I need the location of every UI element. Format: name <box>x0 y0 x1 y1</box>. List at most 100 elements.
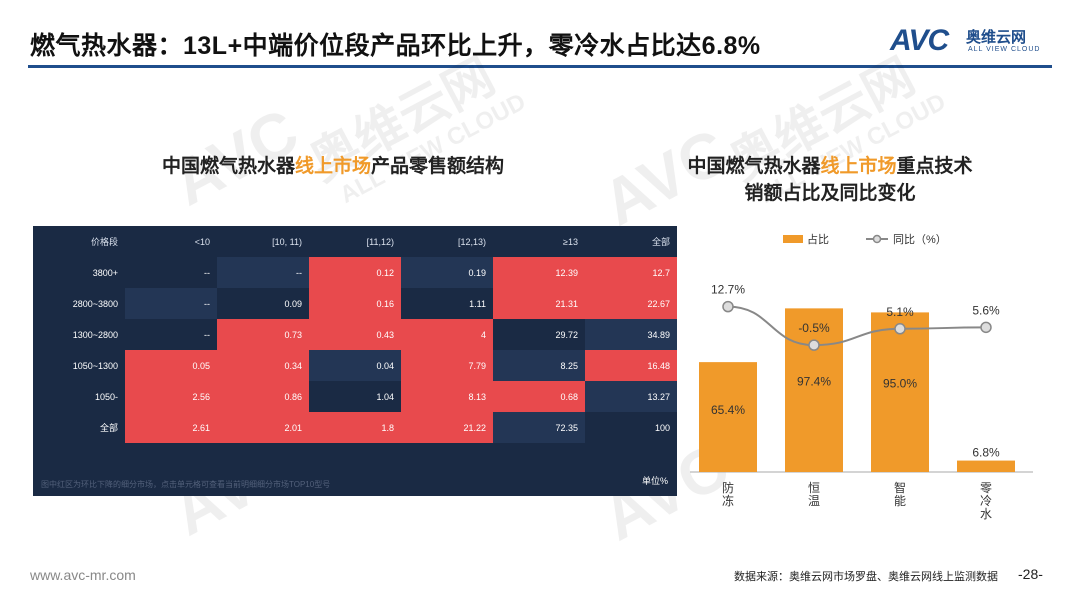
heatmap-unit-label: 单位% <box>641 476 668 486</box>
bar-data-label: 6.8% <box>972 446 1000 460</box>
yoy-data-label: -0.5% <box>798 321 830 335</box>
bar-智能 <box>871 312 929 472</box>
heatmap-row-label: 1050- <box>33 381 125 412</box>
bar-data-label: 97.4% <box>797 374 831 388</box>
bar-data-label: 65.4% <box>711 403 745 417</box>
heatmap-row-label: 1050~1300 <box>33 350 125 381</box>
heatmap-cell[interactable]: 0.05 <box>125 350 217 381</box>
heatmap-corner-label: 价格段 <box>90 237 118 247</box>
title-divider <box>28 65 1052 68</box>
heatmap-cell[interactable]: 12.39 <box>493 257 585 288</box>
heatmap-cell[interactable]: 0.73 <box>217 319 309 350</box>
heatmap-col-header: 全部 <box>651 237 670 247</box>
heatmap-cell[interactable]: 0.34 <box>217 350 309 381</box>
heatmap-row: 1300~2800 -- 0.73 0.43 4 29.72 34.89 <box>33 319 677 350</box>
heatmap-cell[interactable]: 1.11 <box>401 288 493 319</box>
x-tick-label: 防冻 <box>722 480 734 508</box>
right-title-line2: 销额占比及同比变化 <box>744 183 916 204</box>
legend-label-yoy: 同比（%） <box>893 233 947 246</box>
heatmap-cell[interactable]: 100 <box>585 412 677 443</box>
heatmap-col-header: <10 <box>194 236 210 247</box>
heatmap-row-label: 2800~3800 <box>33 288 125 319</box>
right-title-post: 重点技术 <box>896 156 973 177</box>
heatmap-row: 全部 2.61 2.01 1.8 21.22 72.35 100 <box>33 412 677 443</box>
logo-mark: AVC <box>890 24 949 57</box>
heatmap-row: 1050~1300 0.05 0.34 0.04 7.79 8.25 16.48 <box>33 350 677 381</box>
heatmap-table: 价格段 <10 [10, 11) [11,12) [12,13) ≥13 全部 … <box>33 226 677 496</box>
heatmap-row: 2800~3800 -- 0.09 0.16 1.11 21.31 22.67 <box>33 288 677 319</box>
left-title-pre: 中国燃气热水器 <box>161 156 295 177</box>
legend-swatch-share <box>783 235 803 243</box>
heatmap-col-header: [10, 11) <box>272 236 302 247</box>
heatmap-cell[interactable]: -- <box>217 257 309 288</box>
heatmap-cell[interactable]: 8.25 <box>493 350 585 381</box>
heatmap-cell[interactable]: 2.01 <box>217 412 309 443</box>
heatmap-cell[interactable]: 21.22 <box>401 412 493 443</box>
heatmap-cell[interactable]: 2.61 <box>125 412 217 443</box>
logo-en-text: ALL VIEW CLOUD <box>968 46 1041 53</box>
x-tick-label: 零冷水 <box>980 481 992 521</box>
heatmap-cell[interactable]: -- <box>125 319 217 350</box>
heatmap-cell[interactable]: 0.12 <box>309 257 401 288</box>
heatmap-cell[interactable]: -- <box>125 257 217 288</box>
bar-防冻 <box>699 362 757 472</box>
right-title-pre: 中国燃气热水器 <box>687 156 821 177</box>
heatmap-cell[interactable]: 7.79 <box>401 350 493 381</box>
watermark-en: ALL VIEW CLOUD <box>335 88 531 209</box>
left-title-highlight: 线上市场 <box>294 156 371 177</box>
heatmap-cell[interactable]: 13.27 <box>585 381 677 412</box>
left-panel-title: 中国燃气热水器线上市场产品零售额结构 <box>33 153 633 180</box>
yoy-data-label: 5.1% <box>886 305 914 319</box>
heatmap-cell[interactable]: 22.67 <box>585 288 677 319</box>
heatmap-cell[interactable]: 12.7 <box>585 257 677 288</box>
heatmap-cell[interactable]: 0.19 <box>401 257 493 288</box>
heatmap-row: 3800+ -- -- 0.12 0.19 12.39 12.7 <box>33 257 677 288</box>
heatmap-cell[interactable]: 0.09 <box>217 288 309 319</box>
heatmap-cell[interactable]: 21.31 <box>493 288 585 319</box>
tech-share-chart: 占比 同比（%） 65.4% 防冻 97.4% 恒温 95.0% 智能 6.8% 零冷水 12.7%… <box>690 232 1033 521</box>
footer-website[interactable]: www.avc-mr.com <box>30 567 136 583</box>
heatmap-row-label: 1300~2800 <box>33 319 125 350</box>
yoy-data-label: 12.7% <box>711 283 745 297</box>
page-number: -28- <box>1018 566 1043 582</box>
x-tick-label: 恒温 <box>808 481 820 508</box>
heatmap-cell[interactable]: 1.8 <box>309 412 401 443</box>
heatmap-cell[interactable]: 1.04 <box>309 381 401 412</box>
logo-cn-text: 奥维云网 <box>966 29 1027 46</box>
heatmap-cell[interactable]: 0.68 <box>493 381 585 412</box>
heatmap-cell[interactable]: 8.13 <box>401 381 493 412</box>
left-title-post: 产品零售额结构 <box>371 156 505 177</box>
right-panel-title: 中国燃气热水器线上市场重点技术 销额占比及同比变化 <box>650 153 1010 207</box>
yoy-point <box>808 339 820 351</box>
bar-data-label: 95.0% <box>883 376 917 390</box>
heatmap-cell[interactable]: 72.35 <box>493 412 585 443</box>
heatmap-cell[interactable]: 0.16 <box>309 288 401 319</box>
footer-source: 数据来源：奥维云网市场罗盘、奥维云网线上监测数据 <box>734 571 998 583</box>
brand-logo: AVC 奥维云网 ALL VIEW CLOUD <box>890 24 1055 60</box>
yoy-point <box>722 300 734 313</box>
heatmap-cell[interactable]: 0.04 <box>309 350 401 381</box>
heatmap-cell[interactable]: 29.72 <box>493 319 585 350</box>
yoy-line <box>727 305 987 347</box>
heatmap-cell[interactable]: 34.89 <box>585 319 677 350</box>
heatmap-col-header: [12,13) <box>457 236 486 247</box>
heatmap-cell[interactable]: 4 <box>401 319 493 350</box>
heatmap-row-label: 全部 <box>33 412 125 443</box>
yoy-point <box>980 321 992 334</box>
right-title-highlight: 线上市场 <box>820 156 897 177</box>
heatmap-col-header: ≥13 <box>563 236 578 247</box>
heatmap-cell[interactable]: 0.86 <box>217 381 309 412</box>
bar-零冷水 <box>957 460 1015 472</box>
heatmap-cell[interactable]: 16.48 <box>585 350 677 381</box>
x-tick-label: 智能 <box>894 480 906 508</box>
page-title: 燃气热水器：13L+中端价位段产品环比上升，零冷水占比达6.8% <box>30 32 761 60</box>
heatmap-cell[interactable]: 2.56 <box>125 381 217 412</box>
yoy-point <box>894 323 906 335</box>
bar-恒温 <box>785 308 843 472</box>
heatmap-col-header: [11,12) <box>366 236 394 247</box>
heatmap-cell[interactable]: -- <box>125 288 217 319</box>
heatmap-footnote: 图中红区为环比下降的细分市场，点击单元格可查看当前明细细分市场TOP10型号 <box>41 480 331 489</box>
heatmap-cell[interactable]: 0.43 <box>309 319 401 350</box>
legend-label-share: 占比 <box>807 232 829 246</box>
yoy-data-label: 5.6% <box>972 303 1000 317</box>
